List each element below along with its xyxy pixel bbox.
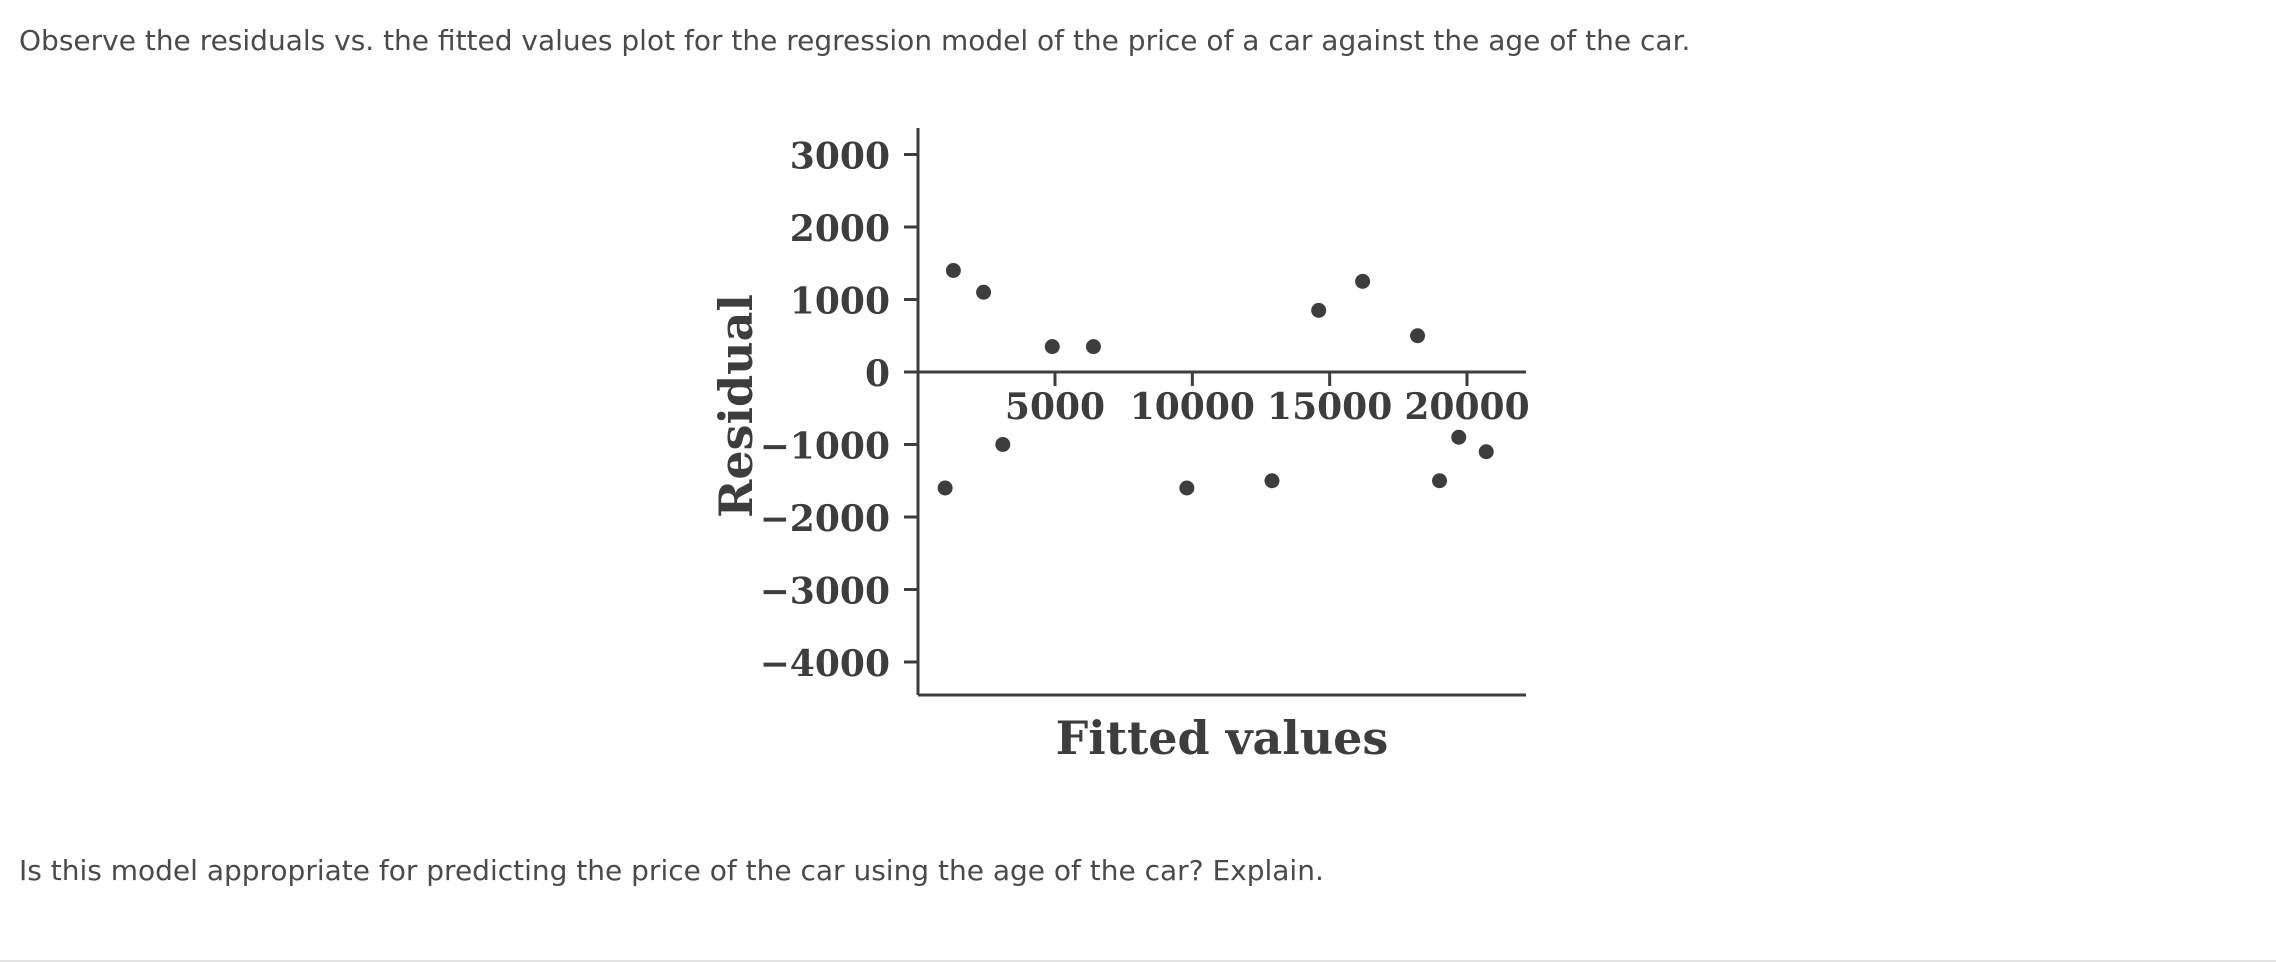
data-points: [937, 263, 1494, 496]
data-point: [1179, 480, 1195, 496]
data-point: [1432, 473, 1448, 489]
data-point: [1451, 429, 1467, 445]
y-tick-label: −1000: [760, 426, 890, 468]
data-point: [995, 437, 1011, 452]
data-point: [1311, 302, 1327, 318]
y-tick-label: −4000: [760, 643, 890, 685]
y-tick-label: −3000: [760, 571, 890, 613]
y-tick-label: 0: [865, 353, 890, 395]
y-tick-label: 3000: [790, 136, 890, 178]
data-point: [937, 480, 953, 496]
data-point: [1410, 328, 1426, 344]
question-prompt-text: Is this model appropriate for predicting…: [19, 854, 1324, 887]
x-tick-label: 5000: [1005, 386, 1105, 428]
data-point: [1085, 339, 1101, 355]
x-tick-label: 10000: [1130, 386, 1255, 428]
data-point: [1264, 473, 1280, 489]
x-tick-label: 15000: [1267, 386, 1392, 428]
y-tick-label: 1000: [790, 281, 890, 323]
data-point: [945, 263, 961, 278]
data-point: [1355, 273, 1371, 289]
x-axis-label: Fitted values: [1056, 711, 1389, 765]
x-tick-label: 20000: [1404, 386, 1529, 428]
x-axis: 5000 10000 15000 20000: [918, 370, 1530, 428]
data-point: [1478, 444, 1494, 460]
question-intro-text: Observe the residuals vs. the fitted val…: [19, 24, 1691, 57]
y-tick-label: 2000: [790, 208, 890, 250]
y-axis-label: Residual: [709, 294, 763, 518]
data-point: [1044, 339, 1060, 355]
y-tick-label: −2000: [760, 498, 890, 540]
data-point: [976, 284, 992, 300]
